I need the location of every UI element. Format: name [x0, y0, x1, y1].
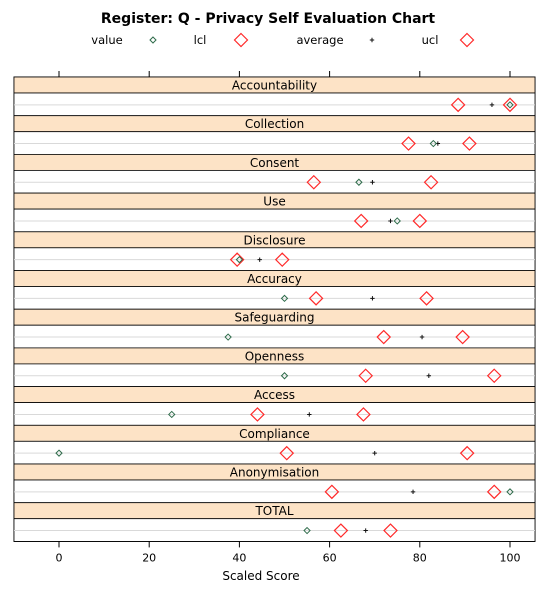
- strip-label: Compliance: [239, 427, 310, 441]
- ucl-marker: [383, 523, 398, 538]
- ucl-marker: [274, 252, 290, 267]
- x-tick-label: 0: [56, 551, 63, 564]
- panel-access: Access: [13, 386, 536, 426]
- average-marker: [372, 450, 377, 456]
- ucl-marker: [462, 136, 477, 151]
- value-marker: [235, 255, 244, 264]
- x-axis-top: [58, 71, 511, 77]
- legend-marker-lcl: [233, 32, 249, 48]
- value-marker: [224, 333, 232, 341]
- lcl-marker: [250, 407, 265, 422]
- ucl-marker: [486, 368, 502, 384]
- ucl-marker: [459, 445, 475, 461]
- average-marker: [257, 257, 262, 262]
- panel-use: Use: [13, 192, 536, 233]
- strip-label: Consent: [250, 156, 300, 170]
- ucl-marker: [412, 213, 428, 229]
- value-marker: [280, 372, 289, 380]
- strip-label: Collection: [245, 117, 304, 131]
- average-marker: [307, 412, 312, 417]
- lcl-marker: [376, 329, 392, 345]
- average-marker: [410, 489, 416, 495]
- ucl-marker: [502, 97, 518, 113]
- average-marker: [388, 218, 393, 224]
- value-marker: [506, 488, 514, 496]
- x-axis-bottom: 0 20 40 60 80 100: [56, 541, 521, 564]
- panel-accuracy: Accuracy: [13, 270, 536, 310]
- panel-total: TOTAL: [13, 502, 536, 542]
- strip-label: Safeguarding: [234, 311, 314, 325]
- ucl-marker: [419, 291, 434, 306]
- strip-label: Anonymisation: [230, 466, 319, 480]
- lcl-marker: [353, 213, 369, 229]
- average-marker: [426, 373, 432, 378]
- strip-label: Accuracy: [247, 272, 302, 286]
- value-marker: [393, 217, 401, 225]
- average-marker: [370, 296, 375, 301]
- strip-label: Use: [263, 195, 285, 209]
- x-tick-label: 100: [500, 551, 521, 564]
- strip-label: Accountability: [232, 79, 317, 93]
- x-tick-label: 20: [142, 551, 156, 564]
- lcl-marker: [333, 523, 349, 538]
- value-marker: [429, 139, 438, 148]
- strip-label: Openness: [245, 349, 305, 363]
- strip-label: TOTAL: [254, 504, 293, 518]
- legend-marker-value: [149, 36, 157, 44]
- value-marker: [506, 101, 514, 109]
- strip-label: Disclosure: [243, 233, 305, 247]
- panel-consent: Consent: [13, 153, 536, 194]
- x-tick-label: 60: [323, 551, 337, 564]
- lcl-marker: [308, 291, 324, 306]
- ucl-marker: [455, 329, 470, 345]
- panel-area: [13, 131, 536, 155]
- panel-group: Accountability Collection Consent Use Disclo…: [13, 76, 536, 542]
- lcl-marker: [358, 368, 374, 384]
- value-marker: [280, 294, 289, 303]
- value-marker: [55, 449, 63, 457]
- panel-compliance: Compliance: [13, 424, 536, 465]
- lcl-marker: [306, 174, 322, 190]
- panel-disclosure: Disclosure: [13, 231, 536, 271]
- legend-label-average: average: [296, 33, 343, 47]
- strip-label: Access: [254, 388, 295, 402]
- panel-collection: Collection: [13, 115, 536, 155]
- average-marker: [363, 528, 368, 533]
- ucl-marker: [356, 407, 371, 422]
- x-axis-label: Scaled Score: [222, 569, 299, 583]
- x-tick-label: 80: [413, 551, 427, 564]
- value-marker: [303, 526, 311, 535]
- legend-label-value: value: [91, 33, 122, 47]
- value-marker: [168, 410, 176, 419]
- average-marker: [370, 180, 375, 185]
- chart-title: Register: Q - Privacy Self Evaluation Ch…: [101, 11, 436, 27]
- panel-accountability: Accountability: [13, 76, 536, 117]
- legend-marker-ucl: [459, 32, 475, 48]
- legend-label-lcl: lcl: [194, 33, 207, 47]
- panel-safeguarding: Safeguarding: [13, 308, 536, 349]
- average-marker: [419, 334, 425, 340]
- average-marker: [489, 102, 495, 108]
- ucl-marker: [486, 484, 502, 500]
- panel-anonymisation: Anonymisation: [13, 463, 536, 504]
- lcl-marker: [229, 252, 245, 267]
- x-tick-label: 40: [232, 551, 246, 564]
- legend-marker-average: [369, 37, 375, 43]
- value-marker: [355, 178, 363, 186]
- legend: value lcl average ucl: [91, 32, 475, 48]
- panel-openness: Openness: [13, 347, 536, 387]
- lcl-marker: [324, 484, 340, 500]
- legend-label-ucl: ucl: [422, 33, 439, 47]
- lcl-marker: [279, 445, 295, 461]
- lcl-marker: [401, 136, 416, 151]
- ucl-marker: [423, 174, 439, 190]
- lcl-marker: [450, 97, 466, 113]
